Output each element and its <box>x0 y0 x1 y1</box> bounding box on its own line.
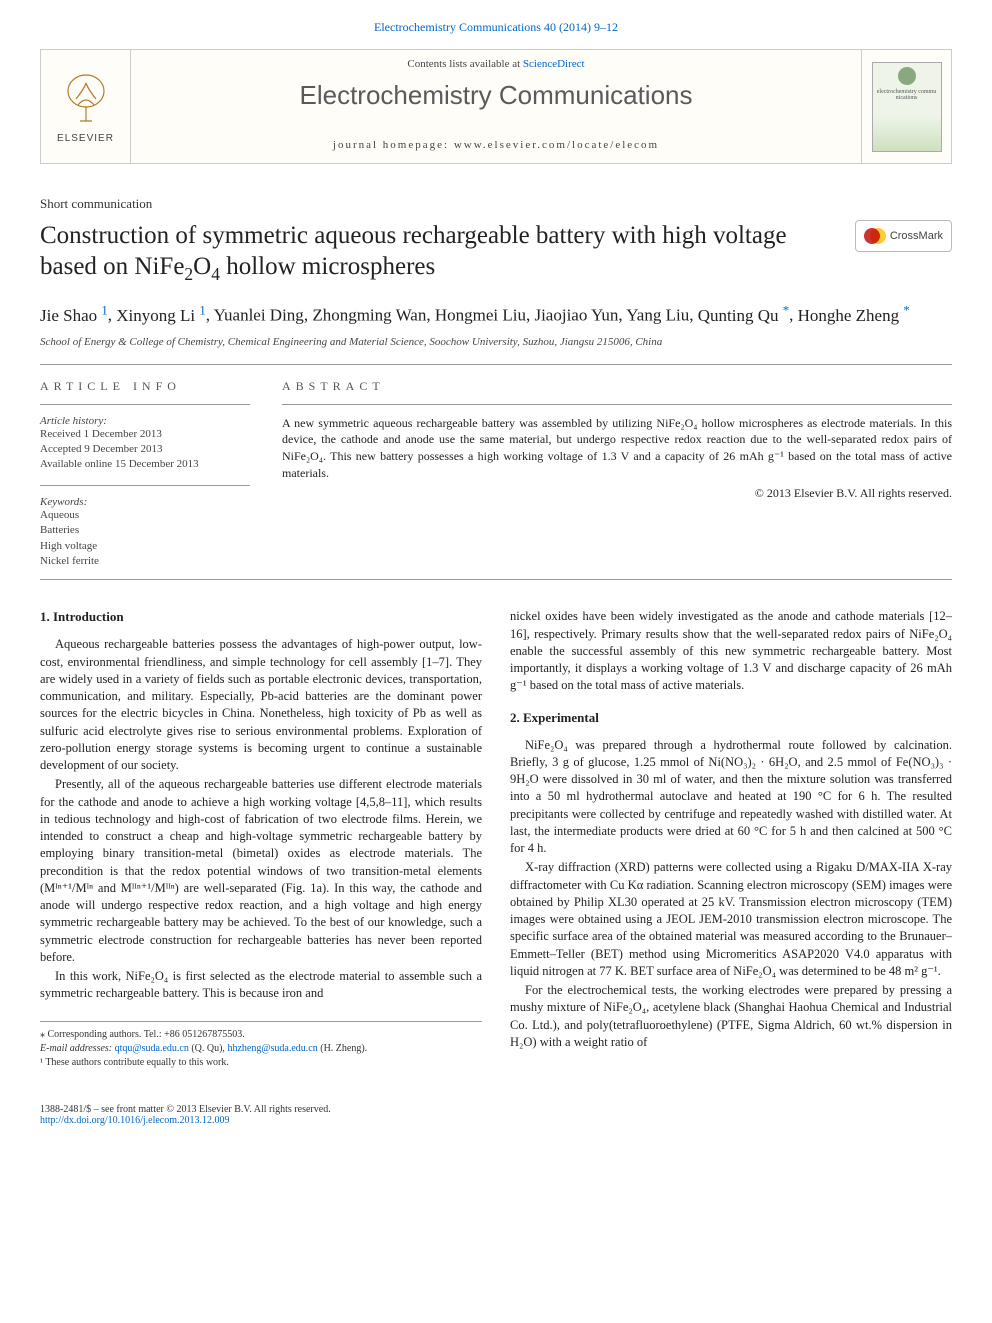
author: Honghe Zheng * <box>798 306 910 325</box>
rule-top <box>40 364 952 365</box>
publisher-name: ELSEVIER <box>57 133 114 144</box>
column-left: 1. Introduction Aqueous rechargeable bat… <box>40 608 482 1069</box>
author: Jie Shao 1 <box>40 306 108 325</box>
rule-bottom <box>40 579 952 580</box>
journal-cover: electrochemistry communications <box>861 50 951 163</box>
author-mark[interactable]: * <box>783 303 789 317</box>
journal-title: Electrochemistry Communications <box>141 80 851 111</box>
column-right: nickel oxides have been widely investiga… <box>510 608 952 1069</box>
email-link-1[interactable]: qtqu@suda.edu.cn <box>115 1043 189 1054</box>
author: Yuanlei Ding <box>214 306 304 325</box>
cover-orb-icon <box>898 67 916 85</box>
abstract-block: ABSTRACT A new symmetric aqueous recharg… <box>282 379 952 570</box>
rule-abs <box>282 404 952 405</box>
rule-kw <box>40 485 250 486</box>
para: NiFe₂O₄ was prepared through a hydrother… <box>510 737 952 858</box>
footnote-corr: ⁎ Corresponding authors. Tel.: +86 05126… <box>40 1028 482 1042</box>
author: Hongmei Liu <box>435 306 526 325</box>
para: Aqueous rechargeable batteries possess t… <box>40 636 482 774</box>
affiliation: School of Energy & College of Chemistry,… <box>40 336 952 348</box>
keyword: Aqueous <box>40 508 250 523</box>
sciencedirect-link[interactable]: ScienceDirect <box>523 58 585 70</box>
para: In this work, NiFe₂O₄ is first selected … <box>40 968 482 1003</box>
author-mark[interactable]: 1 <box>199 303 205 317</box>
author: Qunting Qu * <box>698 306 789 325</box>
crossmark-icon <box>864 225 886 247</box>
body-columns: 1. Introduction Aqueous rechargeable bat… <box>40 608 952 1069</box>
info-heading: ARTICLE INFO <box>40 379 250 394</box>
author-list: Jie Shao 1, Xinyong Li 1, Yuanlei Ding, … <box>40 302 952 327</box>
homepage-url: www.elsevier.com/locate/elecom <box>454 139 659 151</box>
article-info-block: ARTICLE INFO Article history: Received 1… <box>40 379 250 570</box>
history-label: Article history: <box>40 415 250 427</box>
cover-label: electrochemistry communications <box>877 89 937 101</box>
footer-left: 1388-2481/$ – see front matter © 2013 El… <box>40 1104 331 1126</box>
abstract-heading: ABSTRACT <box>282 379 952 394</box>
citation-anchor[interactable]: Electrochemistry Communications 40 (2014… <box>374 20 618 34</box>
keyword: High voltage <box>40 539 250 554</box>
journal-center: Contents lists available at ScienceDirec… <box>131 50 861 163</box>
article-title: Construction of symmetric aqueous rechar… <box>40 220 839 286</box>
keywords-label: Keywords: <box>40 496 250 508</box>
para: For the electrochemical tests, the worki… <box>510 982 952 1051</box>
title-sub1: 2 <box>184 264 193 284</box>
title-mid: O <box>193 253 211 280</box>
para: X-ray diffraction (XRD) patterns were co… <box>510 859 952 980</box>
section-heading-experimental: 2. Experimental <box>510 709 952 727</box>
email1-who: (Q. Qu), <box>189 1043 228 1054</box>
title-post: hollow microspheres <box>220 253 435 280</box>
footnotes: ⁎ Corresponding authors. Tel.: +86 05126… <box>40 1021 482 1070</box>
crossmark-badge[interactable]: CrossMark <box>855 220 952 252</box>
journal-header: ELSEVIER Contents lists available at Sci… <box>40 49 952 164</box>
abstract-text: A new symmetric aqueous rechargeable bat… <box>282 415 952 482</box>
author: Yang Liu <box>626 306 689 325</box>
elsevier-tree-icon <box>56 69 116 129</box>
emails-label: E-mail addresses: <box>40 1043 115 1054</box>
email2-who: (H. Zheng). <box>318 1043 367 1054</box>
crossmark-label: CrossMark <box>890 230 943 242</box>
author-mark[interactable]: * <box>903 303 909 317</box>
abstract-copyright: © 2013 Elsevier B.V. All rights reserved… <box>282 486 952 501</box>
keyword: Nickel ferrite <box>40 554 250 569</box>
top-citation-link: Electrochemistry Communications 40 (2014… <box>0 0 992 49</box>
footnote-emails: E-mail addresses: qtqu@suda.edu.cn (Q. Q… <box>40 1042 482 1056</box>
journal-homepage: journal homepage: www.elsevier.com/locat… <box>141 139 851 151</box>
cover-thumbnail: electrochemistry communications <box>872 62 942 152</box>
author: Jiaojiao Yun <box>534 306 618 325</box>
footer-front-matter: 1388-2481/$ – see front matter © 2013 El… <box>40 1104 331 1115</box>
para: nickel oxides have been widely investiga… <box>510 608 952 694</box>
title-sub2: 4 <box>211 264 220 284</box>
article-type: Short communication <box>40 196 952 212</box>
contents-prefix: Contents lists available at <box>407 58 522 70</box>
history-item: Available online 15 December 2013 <box>40 457 250 472</box>
email-link-2[interactable]: hhzheng@suda.edu.cn <box>227 1043 317 1054</box>
elsevier-logo: ELSEVIER <box>41 50 131 163</box>
author-mark[interactable]: 1 <box>101 303 107 317</box>
section-heading-intro: 1. Introduction <box>40 608 482 626</box>
homepage-prefix: journal homepage: <box>333 139 454 151</box>
para: Presently, all of the aqueous rechargeab… <box>40 776 482 966</box>
history-item: Received 1 December 2013 <box>40 427 250 442</box>
contents-lists-text: Contents lists available at ScienceDirec… <box>141 58 851 70</box>
author: Xinyong Li 1 <box>116 306 205 325</box>
footnote-equal: ¹ These authors contribute equally to th… <box>40 1056 482 1070</box>
doi-link[interactable]: http://dx.doi.org/10.1016/j.elecom.2013.… <box>40 1115 230 1126</box>
keyword: Batteries <box>40 523 250 538</box>
author: Zhongming Wan <box>312 306 426 325</box>
history-item: Accepted 9 December 2013 <box>40 442 250 457</box>
page-footer: 1388-2481/$ – see front matter © 2013 El… <box>40 1104 952 1126</box>
rule-info <box>40 404 250 405</box>
